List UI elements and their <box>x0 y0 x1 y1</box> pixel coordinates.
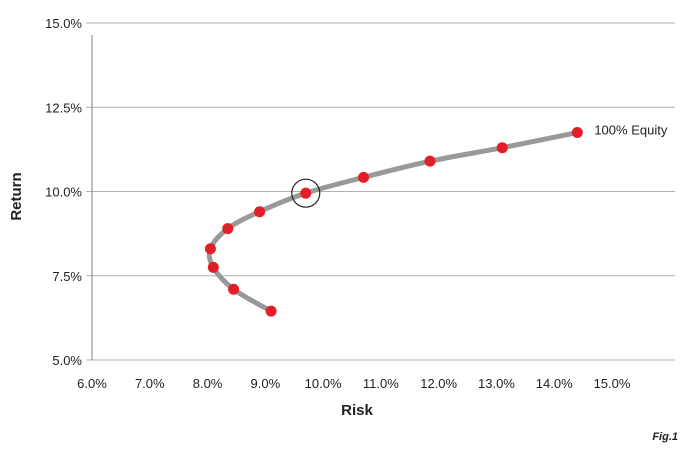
frontier-series <box>206 130 580 314</box>
y-axis-title: Return <box>8 172 25 220</box>
data-point <box>496 142 508 154</box>
frontier-line <box>206 130 580 314</box>
x-tick-label: 15.0% <box>594 376 631 391</box>
y-tick-label: 10.0% <box>45 185 82 200</box>
data-point <box>222 223 234 235</box>
x-tick-label: 10.0% <box>305 376 342 391</box>
data-point <box>254 206 266 218</box>
tick-labels: 5.0% 7.5% 10.0% 12.5% 15.0% 6.0% 7.0% 8.0% 9.0% 1… <box>45 16 631 391</box>
x-tick-label: 8.0% <box>193 376 223 391</box>
highlight-ring <box>291 178 321 208</box>
data-point <box>204 243 216 255</box>
x-tick-label: 6.0% <box>77 376 107 391</box>
x-tick-label: 7.0% <box>135 376 165 391</box>
data-point <box>265 305 277 317</box>
annotation-label: 100% Equity <box>594 123 667 138</box>
y-tick-label: 12.5% <box>45 100 82 115</box>
data-point <box>207 261 219 273</box>
x-tick-label: 12.0% <box>420 376 457 391</box>
data-point <box>358 171 370 183</box>
data-points <box>204 127 583 317</box>
data-point <box>571 127 583 139</box>
data-point <box>424 155 436 167</box>
x-tick-label: 14.0% <box>536 376 573 391</box>
x-axis-title: Risk <box>341 402 373 419</box>
x-tick-label: 13.0% <box>478 376 515 391</box>
annotations: 100% Equity <box>291 123 668 208</box>
figure-label: Fig.1 <box>652 431 678 443</box>
y-tick-label: 5.0% <box>52 353 82 368</box>
data-point <box>228 283 240 295</box>
y-tick-label: 7.5% <box>52 269 82 284</box>
y-tick-label: 15.0% <box>45 16 82 31</box>
data-point <box>300 187 312 199</box>
x-tick-label: 11.0% <box>363 376 399 391</box>
gridlines <box>86 22 675 361</box>
x-tick-label: 9.0% <box>251 376 281 391</box>
